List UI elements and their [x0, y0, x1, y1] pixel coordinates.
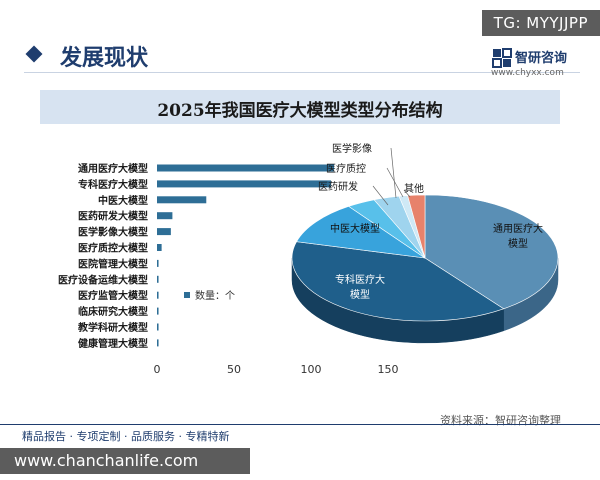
pie-slice	[424, 194, 559, 310]
pie-slice-label: 模型	[350, 288, 370, 301]
bar	[157, 228, 171, 236]
bar	[157, 275, 159, 283]
bar-category-label: 医学影像大模型	[78, 226, 148, 239]
bar	[157, 339, 159, 347]
pie-callout-label: 医学影像	[332, 142, 372, 155]
bar-category-label: 健康管理大模型	[78, 337, 148, 350]
x-tick-label: 0	[154, 363, 161, 376]
pie-leader-line	[372, 185, 389, 206]
bar	[157, 212, 173, 220]
brand-name: 智研咨询	[515, 51, 568, 66]
bar	[157, 307, 159, 315]
pie-slice-label: 中医大模型	[330, 222, 380, 235]
pie-leader-line	[403, 189, 411, 198]
chart-title: 2025年我国医疗大模型类型分布结构	[157, 101, 443, 121]
pie-slice	[296, 206, 426, 259]
footer-tagline: 精品报告 · 专项定制 · 品质服务 · 专精特新	[22, 430, 230, 443]
legend-label: 数量：个	[195, 289, 235, 302]
pie-slice	[291, 241, 505, 322]
bar-category-label: 中医大模型	[98, 194, 148, 207]
x-tick-label: 100	[301, 363, 322, 376]
legend-swatch	[184, 292, 190, 298]
bar	[157, 244, 162, 251]
bar-category-label: 医疗设备运维大模型	[58, 273, 148, 286]
bar-category-label: 通用医疗大模型	[78, 162, 148, 175]
pie-slice	[407, 194, 426, 259]
x-tick-label: 50	[227, 363, 241, 376]
bar	[157, 180, 332, 188]
bar-category-label: 专科医疗大模型	[78, 178, 148, 191]
pie-callout-label: 其他	[404, 182, 424, 195]
x-tick-label: 150	[378, 363, 399, 376]
bar	[157, 259, 159, 267]
bar-category-label: 医药研发大模型	[78, 210, 148, 223]
pie-slice-label: 模型	[508, 237, 528, 250]
bar-category-label: 教学科研大模型	[77, 321, 148, 334]
telegram-tag: TG: MYYJJPP	[481, 10, 600, 36]
pie-slice-label: 专科医疗大	[335, 273, 385, 286]
header-divider	[24, 72, 580, 73]
brand-url: www.chyxx.com	[491, 68, 564, 78]
source-note: 资料来源：智研咨询整理	[440, 414, 561, 427]
pie-callout-label: 医疗质控	[326, 162, 366, 175]
bar-category-label: 医院管理大模型	[78, 257, 148, 270]
brand-logo-icon	[492, 48, 512, 68]
bar-category-label: 临床研究大模型	[78, 305, 148, 318]
bar	[157, 323, 159, 331]
bar	[157, 291, 159, 299]
bar-category-label: 医疗监管大模型	[78, 289, 148, 302]
diamond-bullet-icon	[25, 45, 43, 63]
pie-callout-label: 医药研发	[318, 180, 358, 193]
footer-divider	[0, 424, 600, 425]
pie-slice-label: 通用医疗大	[493, 222, 543, 235]
bar-category-label: 医疗质控大模型	[78, 242, 148, 255]
section-title: 发展现状	[60, 45, 149, 71]
bar	[157, 164, 335, 172]
site-watermark: www.chanchanlife.com	[0, 448, 250, 474]
pie-leader-line	[386, 167, 404, 198]
pie-leader-line	[390, 147, 397, 199]
chart-title-band	[40, 90, 560, 124]
bar	[157, 196, 207, 204]
